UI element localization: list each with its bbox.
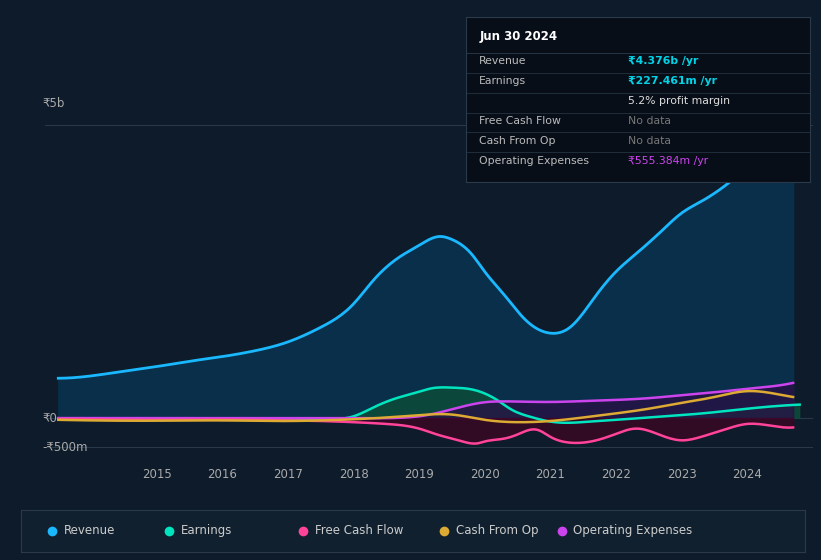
Text: Cash From Op: Cash From Op	[479, 136, 556, 146]
Text: ₹555.384m /yr: ₹555.384m /yr	[627, 156, 708, 166]
Text: Revenue: Revenue	[479, 57, 527, 67]
Text: ₹5b: ₹5b	[43, 97, 65, 110]
Text: Revenue: Revenue	[64, 524, 115, 537]
Text: Earnings: Earnings	[181, 524, 232, 537]
Text: No data: No data	[627, 136, 671, 146]
Text: No data: No data	[627, 116, 671, 126]
Text: ₹4.376b /yr: ₹4.376b /yr	[627, 57, 698, 67]
Text: ₹0: ₹0	[43, 412, 57, 424]
Text: Operating Expenses: Operating Expenses	[573, 524, 693, 537]
Text: -₹500m: -₹500m	[43, 441, 89, 454]
Text: Free Cash Flow: Free Cash Flow	[314, 524, 403, 537]
Text: Jun 30 2024: Jun 30 2024	[479, 30, 557, 43]
Text: Free Cash Flow: Free Cash Flow	[479, 116, 562, 126]
Text: Cash From Op: Cash From Op	[456, 524, 539, 537]
Text: Operating Expenses: Operating Expenses	[479, 156, 589, 166]
Text: Earnings: Earnings	[479, 76, 526, 86]
Text: ₹227.461m /yr: ₹227.461m /yr	[627, 76, 717, 86]
Text: 5.2% profit margin: 5.2% profit margin	[627, 96, 730, 106]
